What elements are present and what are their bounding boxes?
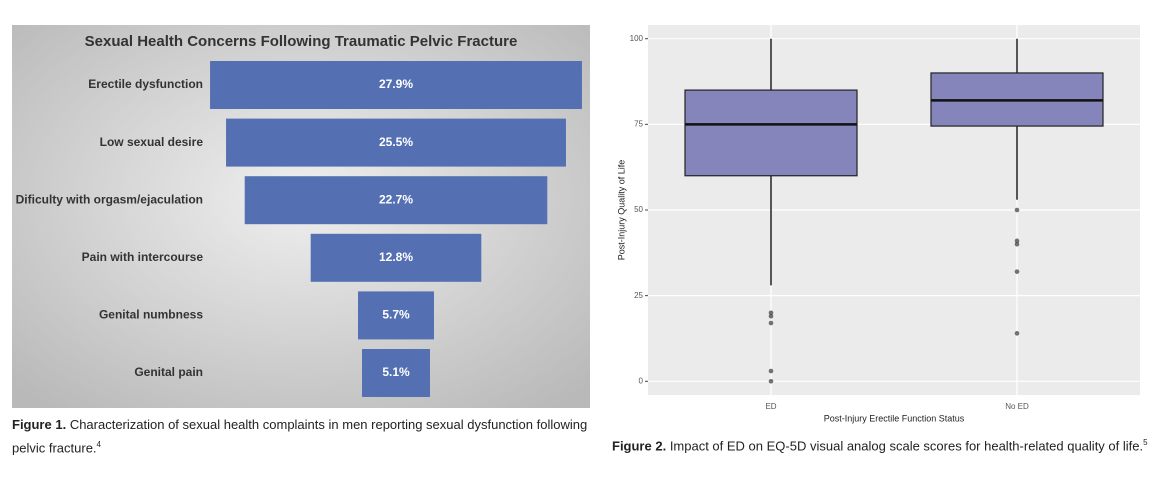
category-label: Genital pain [134, 365, 203, 379]
bar [226, 118, 566, 167]
bar [310, 233, 482, 282]
y-tick-label: 0 [639, 376, 644, 385]
bar [244, 176, 548, 225]
category-label: Pain with intercourse [82, 250, 204, 264]
category-label: Genital numbness [99, 308, 203, 322]
bar [358, 291, 434, 340]
outlier [1014, 207, 1020, 213]
x-axis-title: Post-Injury Erectile Function Status [824, 413, 965, 423]
x-tick-label: ED [765, 402, 776, 411]
chart-title: Sexual Health Concerns Following Traumat… [85, 33, 518, 50]
value-label: 25.5% [379, 135, 413, 149]
y-tick-label: 50 [634, 205, 643, 214]
outlier [1014, 269, 1020, 274]
box [684, 89, 858, 177]
caption-label: Figure 1. [12, 417, 67, 432]
y-tick-label: 75 [634, 119, 643, 128]
category-label: Low sexual desire [100, 135, 204, 149]
outlier [768, 310, 774, 316]
caption-label: Figure 2. [612, 438, 667, 454]
category-label: Dificulty with orgasm/ejaculation [16, 192, 203, 206]
value-label: 12.8% [379, 250, 413, 264]
bar [210, 61, 582, 109]
outlier [768, 378, 774, 384]
y-tick-label: 100 [630, 34, 644, 43]
outlier [1014, 331, 1020, 336]
caption-ref: 5 [1143, 438, 1148, 447]
caption-ref: 4 [96, 440, 101, 449]
y-tick-label: 25 [634, 291, 643, 300]
outlier [1014, 241, 1020, 247]
value-label: 5.1% [382, 365, 410, 379]
bar [362, 349, 430, 397]
category-label: Erectile dysfunction [88, 77, 203, 91]
caption: Figure 2. Impact of ED on EQ-5D visual a… [612, 433, 1167, 456]
outlier [768, 313, 774, 319]
caption-text: Characterization of sexual health compla… [12, 417, 588, 456]
outlier [768, 368, 774, 374]
outlier [1014, 238, 1020, 244]
caption-text: Impact of ED on EQ-5D visual analog scal… [669, 438, 1144, 454]
value-label: 22.7% [379, 192, 413, 206]
value-label: 5.7% [382, 308, 410, 322]
value-label: 27.9% [379, 77, 413, 91]
y-axis-title: Post-Injury Quality of Life [616, 160, 626, 261]
outlier [768, 320, 774, 326]
caption: Figure 1. Characterization of sexual hea… [12, 415, 592, 458]
x-tick-label: No ED [1005, 402, 1029, 411]
